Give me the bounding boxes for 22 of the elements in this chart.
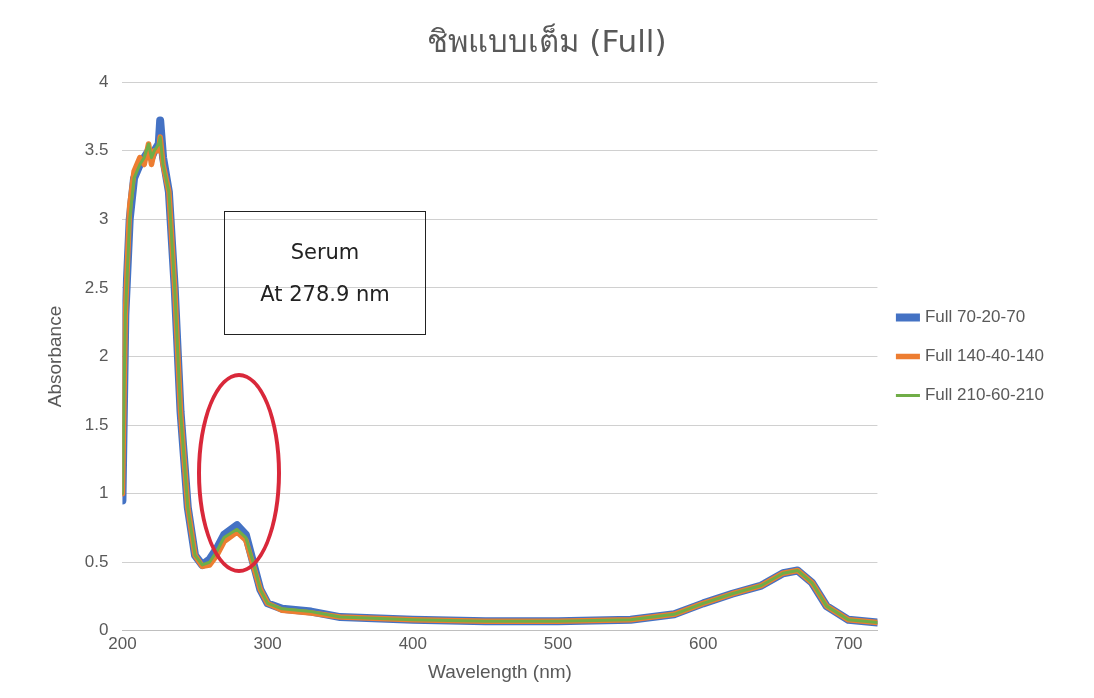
y-tick-label: 3.5 [84,140,109,160]
y-tick-label: 1.5 [84,414,109,434]
legend-label: Full 210-60-210 [924,385,1044,405]
x-tick-label: 400 [398,633,427,653]
x-tick-label: 600 [689,633,718,653]
legend-label: Full 140-40-140 [924,346,1044,366]
y-tick-label: 1 [98,483,109,503]
y-tick-label: 0 [98,620,109,640]
x-axis-title: Wavelength (nm) [427,660,572,682]
x-tick-label: 200 [108,633,137,653]
x-tick-label: 700 [834,633,863,653]
chart-title: ชิพแบบเต็ม (Full) [427,22,667,59]
y-tick-label: 3 [98,209,109,229]
y-tick-label: 0.5 [84,551,109,571]
y-tick-label: 2.5 [84,277,109,297]
x-tick-label: 500 [543,633,573,653]
annotation: Serum At 278.9 nm [260,239,390,308]
y-axis-title: Absorbance [43,305,65,408]
y-tick-label: 2 [98,346,109,366]
legend-label: Full 70-20-70 [924,307,1026,327]
x-tick-label: 300 [253,633,282,653]
y-tick-label: 4 [98,71,109,91]
